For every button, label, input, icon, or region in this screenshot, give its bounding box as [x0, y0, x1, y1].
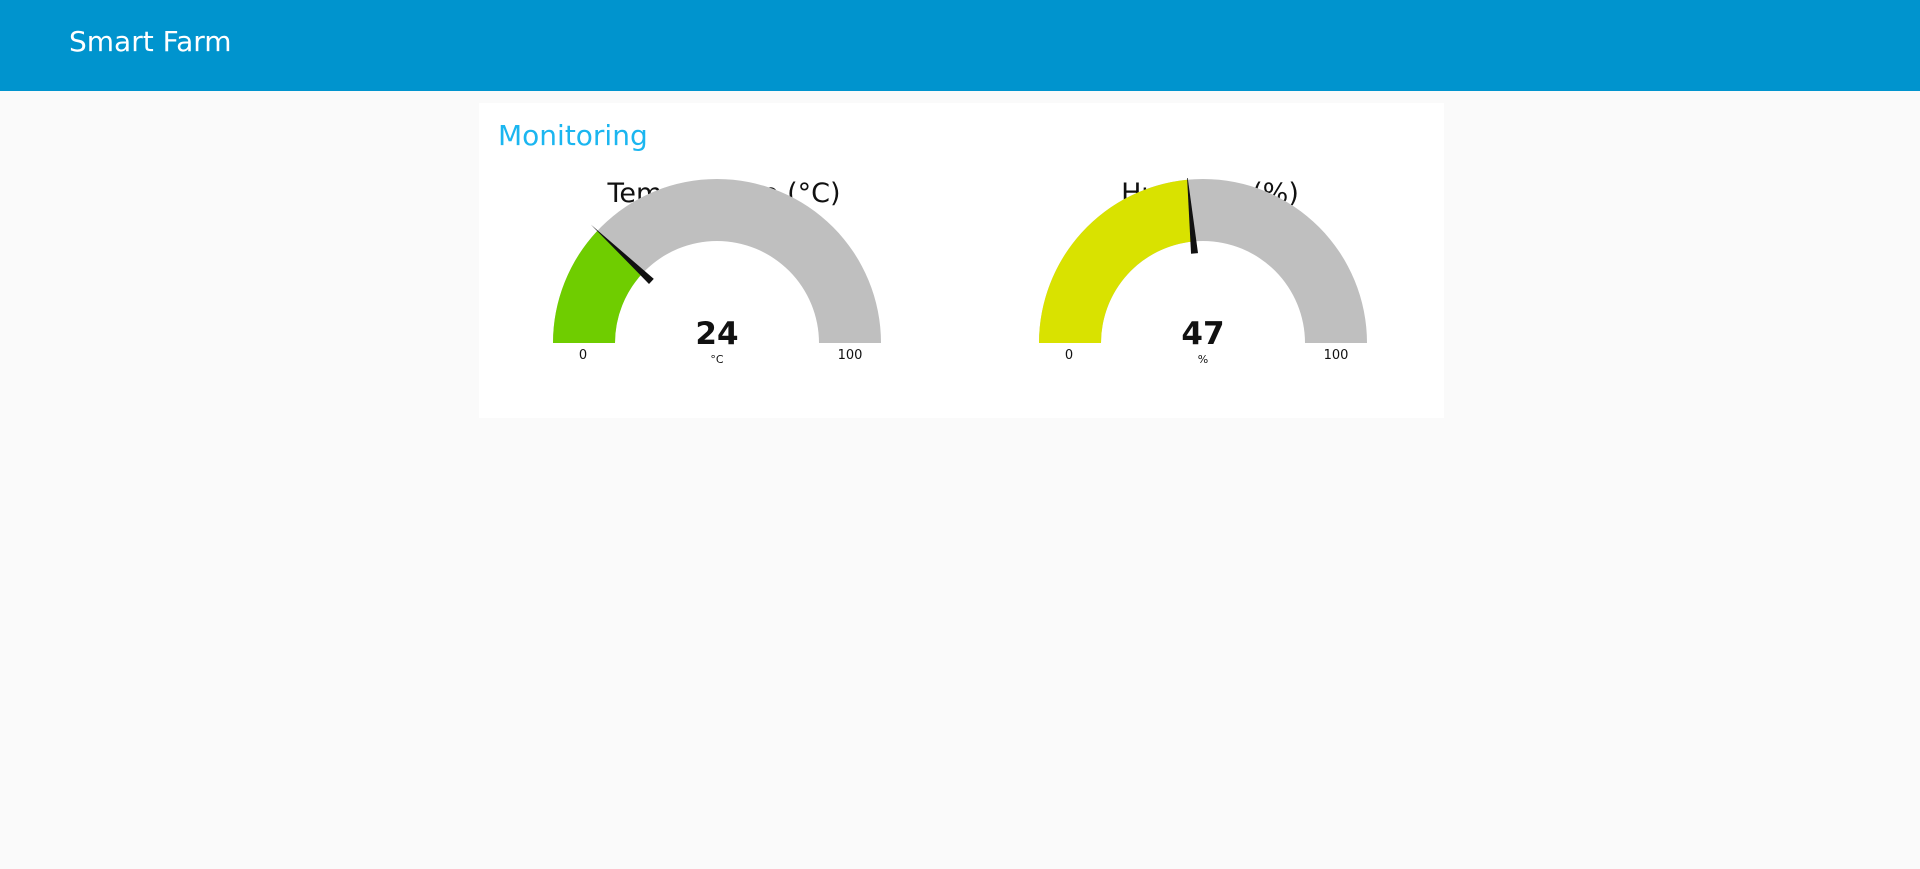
temperature-gauge-max-label: 100 [838, 348, 863, 363]
temperature-gauge-value: 24 [695, 316, 738, 352]
temperature-gauge-min-label: 0 [579, 348, 587, 363]
humidity-gauge-value: 47 [1181, 316, 1224, 352]
temperature-gauge-svg: 24 °C 0 100 [514, 178, 934, 418]
group-title: Monitoring [498, 119, 648, 152]
monitoring-group-card: Monitoring Temperature (°C) 24 °C 0 100 … [479, 103, 1444, 418]
humidity-gauge-min-label: 0 [1065, 348, 1073, 363]
humidity-gauge-svg: 47 % 0 100 [1000, 178, 1420, 418]
humidity-gauge-max-label: 100 [1324, 348, 1349, 363]
temperature-gauge-unit: °C [710, 353, 724, 366]
humidity-gauge-fill [1039, 180, 1193, 343]
temperature-gauge: Temperature (°C) 24 °C 0 100 [514, 178, 934, 418]
app-title: Smart Farm [69, 25, 232, 58]
humidity-gauge-unit: % [1198, 353, 1208, 366]
top-bar: Smart Farm [0, 0, 1920, 91]
humidity-gauge: Humidity (%) 47 % 0 100 [1000, 178, 1420, 418]
